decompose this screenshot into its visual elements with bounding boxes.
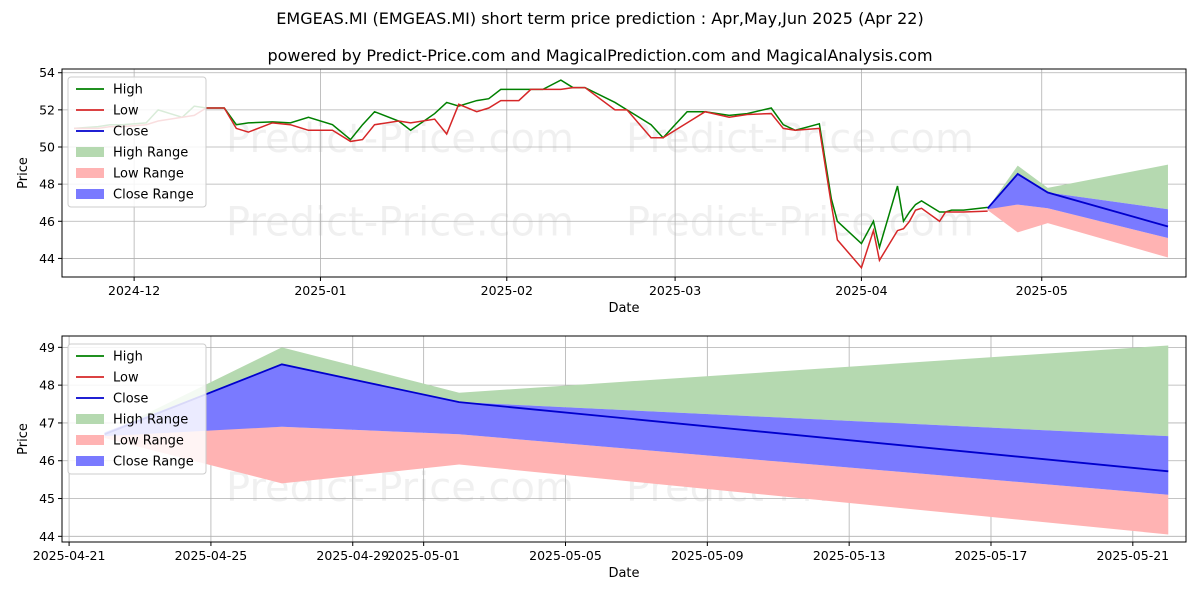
x-tick-label: 2025-04 <box>835 283 887 298</box>
x-tick-label: 2024-12 <box>108 283 160 298</box>
y-tick-label: 54 <box>39 65 55 80</box>
legend: High Low Close High Range Low Range Close Ran… <box>67 76 207 208</box>
x-tick-label: 2025-05-05 <box>529 548 602 563</box>
high-series-line <box>73 79 988 251</box>
y-tick-label: 44 <box>39 529 55 544</box>
legend-label: High Range <box>113 413 188 428</box>
close-series-line <box>986 172 1169 228</box>
legend-label: Close Range <box>113 455 194 470</box>
y-axis-label: Price <box>16 423 31 455</box>
legend-label: Close Range <box>113 188 194 203</box>
y-tick-label: 45 <box>39 491 55 506</box>
legend-swatch-high-range <box>76 147 104 157</box>
y-tick-label: 49 <box>39 340 55 355</box>
y-tick-label: 47 <box>39 415 55 430</box>
watermark: Predict-Price.com <box>626 199 974 245</box>
legend-label: Close <box>113 392 148 407</box>
watermark: Predict-Price.com <box>626 116 974 162</box>
y-axis-label: Price <box>16 157 31 189</box>
legend-swatch-low-range <box>76 435 104 445</box>
legend-label: Close <box>113 125 148 140</box>
close-range-band <box>987 173 1168 238</box>
y-tick-label: 46 <box>39 214 55 229</box>
x-axis-label: Date <box>608 566 639 581</box>
close-range-band <box>104 364 1169 495</box>
x-tick-label: 2025-04-25 <box>175 548 248 563</box>
x-axis-label: Date <box>608 301 639 316</box>
legend-label: High <box>113 83 143 98</box>
x-tick-label: 2025-05-21 <box>1096 548 1169 563</box>
legend-label: High Range <box>113 146 188 161</box>
y-tick-label: 48 <box>39 177 55 192</box>
legend-swatch-close-range <box>76 189 104 199</box>
x-tick-label: 2025-05-01 <box>387 548 460 563</box>
legend: High Low Close High Range Low Range Close Ran… <box>67 343 207 475</box>
x-tick-label: 2025-04-29 <box>316 548 389 563</box>
legend-label: Low <box>113 371 139 386</box>
y-tick-label: 46 <box>39 453 55 468</box>
x-tick-label: 2025-05-09 <box>671 548 744 563</box>
legend-swatch-close-range <box>76 456 104 466</box>
x-tick-label: 2025-01 <box>294 283 346 298</box>
chart-title: EMGEAS.MI (EMGEAS.MI) short term price p… <box>276 9 924 28</box>
legend-label: Low <box>113 104 139 119</box>
legend-label: Low Range <box>113 167 184 182</box>
legend-label: Low Range <box>113 434 184 449</box>
chart-subtitle: powered by Predict-Price.com and Magical… <box>267 46 933 65</box>
y-tick-label: 48 <box>39 378 55 393</box>
legend-swatch-high-range <box>76 414 104 424</box>
high-range-band <box>987 164 1168 210</box>
watermark: Predict-Price.com <box>226 199 574 245</box>
x-tick-label: 2025-03 <box>649 283 701 298</box>
x-tick-label: 2025-02 <box>481 283 533 298</box>
legend-swatch-low-range <box>76 168 104 178</box>
plot-frame <box>61 335 1187 543</box>
plot-frame <box>61 68 1187 278</box>
low-range-band <box>104 426 1169 535</box>
y-tick-label: 44 <box>39 251 55 266</box>
chart-panel-bottom: Predict-Price.comPredict-Price.comPredic… <box>16 335 1187 581</box>
chart-panel-top: Predict-Price.com Predict-Price.com Predic… <box>16 65 1187 316</box>
x-tick-label: 2025-05-13 <box>813 548 886 563</box>
legend-label: High <box>113 350 143 365</box>
low-range-band <box>987 204 1168 258</box>
low-series-line <box>74 86 988 270</box>
y-tick-label: 50 <box>39 140 55 155</box>
y-tick-label: 52 <box>39 102 55 117</box>
x-tick-label: 2025-04-21 <box>33 548 106 563</box>
x-tick-label: 2025-05-17 <box>955 548 1028 563</box>
high-range-band <box>104 345 1169 437</box>
x-tick-label: 2025-05 <box>1016 283 1068 298</box>
